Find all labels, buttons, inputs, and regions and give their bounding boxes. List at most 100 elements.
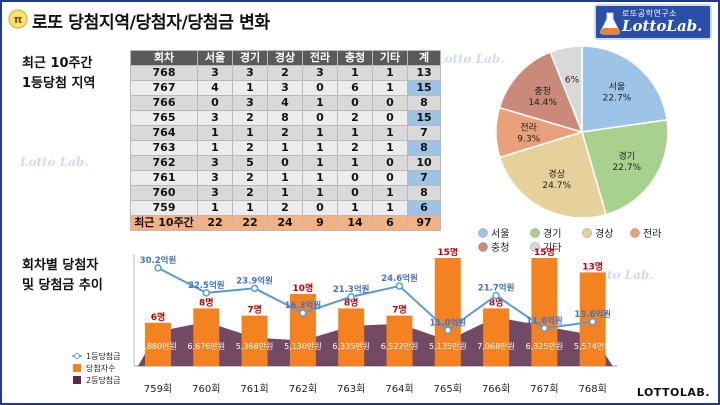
second-prize-label: 6,676만원	[187, 342, 225, 351]
second-prize-label: 7,068만원	[477, 342, 515, 351]
pie-slice-value: 9.3%	[517, 134, 540, 144]
total-cell: 13	[408, 66, 441, 81]
count-cell: 4	[198, 81, 233, 96]
x-tick-label: 766회	[482, 383, 510, 395]
first-prize-label: 11.6억원	[526, 315, 563, 326]
pie-slice-label: 전라	[520, 122, 537, 133]
logo-wordmark: LottoLab.	[622, 17, 702, 35]
count-cell: 2	[233, 111, 268, 126]
count-cell: 1	[198, 126, 233, 141]
count-cell: 0	[338, 96, 373, 111]
second-prize-label: 5,574만원	[574, 342, 612, 351]
count-cell: 3	[198, 186, 233, 201]
count-cell: 1	[373, 126, 408, 141]
header-gyeongsang: 경상	[268, 51, 303, 66]
pie-slice-value: 14.4%	[528, 98, 557, 108]
legend-marker	[631, 229, 640, 238]
count-cell: 0	[303, 201, 338, 216]
count-cell: 1	[338, 201, 373, 216]
count-cell: 1	[373, 186, 408, 201]
first-prize-label: 23.9억원	[236, 275, 273, 286]
count-cell: 1	[373, 201, 408, 216]
sum-cell: 24	[268, 216, 303, 231]
sum-label: 최근 10주간	[131, 216, 198, 231]
count-cell: 1	[233, 201, 268, 216]
count-cell: 4	[268, 96, 303, 111]
region-table-header: 회차 서울 경기 경상 전라 충청 기타 계	[131, 51, 441, 66]
count-cell: 1	[373, 81, 408, 96]
sum-row: 최근 10주간 22 22 24 9 14 6 97	[131, 216, 441, 231]
count-cell: 1	[303, 96, 338, 111]
count-cell: 2	[233, 171, 268, 186]
round-cell: 766	[131, 96, 198, 111]
second-prize-label: 6,325만원	[526, 342, 564, 351]
winners-label: 7명	[247, 304, 262, 316]
svg-text:π: π	[14, 13, 23, 26]
count-cell: 1	[373, 66, 408, 81]
count-cell: 2	[233, 186, 268, 201]
count-cell: 1	[338, 156, 373, 171]
second-prize-label: 5,135만원	[429, 342, 467, 351]
count-cell: 1	[373, 141, 408, 156]
table-row: 762 3 5 0 1 1 0 10	[131, 156, 441, 171]
legend-entry: 경기	[543, 227, 561, 240]
first-prize-label: 30.2억원	[140, 255, 177, 266]
winners-label: 15명	[437, 248, 458, 258]
second-prize-label: 6,335만원	[332, 342, 370, 351]
table-row: 760 3 2 1 1 0 1 8	[131, 186, 441, 201]
x-tick-label: 761회	[240, 383, 268, 395]
legend-entry: 전라	[643, 228, 661, 240]
round-cell: 761	[131, 171, 198, 186]
legend-marker	[73, 376, 81, 384]
x-tick-label: 763회	[337, 383, 365, 395]
x-tick-label: 764회	[385, 383, 413, 395]
count-cell: 0	[198, 96, 233, 111]
first-prize-label: 11.0억원	[429, 317, 466, 328]
round-cell: 768	[131, 66, 198, 81]
sum-cell: 97	[408, 216, 441, 231]
round-cell: 764	[131, 126, 198, 141]
count-cell: 1	[338, 126, 373, 141]
header-gyeonggi: 경기	[233, 51, 268, 66]
count-cell: 0	[338, 171, 373, 186]
x-tick-label: 768회	[579, 383, 607, 395]
winners-label: 15명	[534, 248, 555, 258]
table-row: 759 1 1 2 0 1 1 6	[131, 201, 441, 216]
first-prize-label: 22.5억원	[188, 280, 225, 291]
first-prize-label: 24.6억원	[381, 273, 418, 284]
pie-slice-label: 경기	[619, 150, 636, 162]
count-cell: 3	[198, 171, 233, 186]
count-cell: 3	[303, 66, 338, 81]
winners-bar	[338, 308, 364, 366]
count-cell: 0	[303, 81, 338, 96]
x-tick-label: 762회	[289, 383, 317, 395]
second-prize-label: 5,130만원	[284, 342, 322, 351]
round-cell: 767	[131, 81, 198, 96]
region-pie-chart: 서울22.7%경기22.7%경상24.7%전라9.3%충청14.4%6%서울 경기…	[470, 44, 716, 256]
table-row: 763 1 2 1 1 2 1 8	[131, 141, 441, 156]
x-tick-label: 759회	[144, 383, 172, 395]
count-cell: 0	[373, 111, 408, 126]
header-other: 기타	[373, 51, 408, 66]
count-cell: 1	[198, 201, 233, 216]
total-cell: 8	[408, 141, 441, 156]
round-cell: 763	[131, 141, 198, 156]
sum-cell: 14	[338, 216, 373, 231]
count-cell: 3	[198, 66, 233, 81]
winners-label: 8명	[199, 296, 214, 308]
count-cell: 2	[338, 141, 373, 156]
count-cell: 1	[303, 156, 338, 171]
total-cell: 15	[408, 111, 441, 126]
table-row: 764 1 1 2 1 1 1 7	[131, 126, 441, 141]
x-tick-label: 760회	[192, 383, 220, 395]
winners-label: 13명	[582, 260, 603, 272]
total-cell: 6	[408, 201, 441, 216]
table-row: 761 3 2 1 1 0 0 7	[131, 171, 441, 186]
count-cell: 3	[268, 81, 303, 96]
count-cell: 1	[268, 171, 303, 186]
region-label-line2: 1등당첨 지역	[22, 74, 95, 94]
winners-bar	[242, 316, 268, 366]
legend-entry: 경상	[595, 227, 613, 240]
header-seoul: 서울	[198, 51, 233, 66]
count-cell: 1	[198, 141, 233, 156]
